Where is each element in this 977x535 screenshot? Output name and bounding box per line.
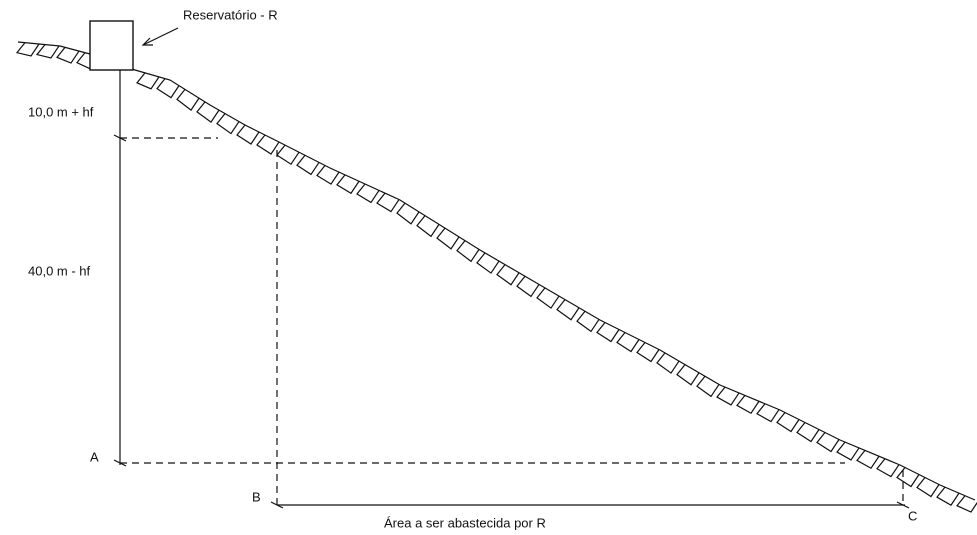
hatch-mark	[236, 124, 260, 145]
hatch-mark	[256, 134, 280, 155]
terrain-hatching	[15, 42, 977, 513]
hatch-mark	[736, 395, 760, 415]
hatch-mark	[836, 441, 860, 461]
reservoir-box	[89, 20, 134, 71]
hatch-mark	[876, 458, 900, 478]
arrow-head	[141, 37, 153, 46]
hatch-mark	[516, 275, 540, 298]
hatch-mark	[496, 264, 520, 286]
hatch-mark	[216, 113, 240, 135]
hatch-mark	[936, 486, 960, 506]
hatch-mark	[356, 183, 380, 204]
area-tick	[896, 501, 910, 509]
hatch-mark	[336, 174, 360, 195]
hatch-mark	[376, 192, 400, 213]
point-label: B	[252, 489, 261, 504]
hatch-mark	[676, 364, 700, 386]
hatch-mark	[456, 240, 480, 263]
hatch-mark	[616, 332, 640, 353]
point-label: A	[90, 449, 99, 464]
hatch-mark	[196, 101, 220, 123]
hatch-mark	[176, 89, 200, 111]
hatch-mark	[136, 72, 160, 90]
hatch-mark	[916, 477, 940, 498]
hatch-mark	[35, 44, 60, 59]
hatch-mark	[416, 215, 440, 238]
hatch-mark	[656, 352, 680, 374]
hatch-mark	[756, 403, 780, 423]
hatch-mark	[576, 310, 600, 333]
hatch-mark	[636, 342, 660, 363]
area-label: Área a ser abastecida por R	[384, 515, 546, 530]
point-label: C	[908, 508, 917, 523]
hatch-mark	[596, 322, 620, 343]
hatch-mark	[856, 450, 880, 470]
area-tick	[270, 501, 284, 509]
hatch-mark	[316, 165, 340, 185]
reservoir-arrow	[142, 27, 179, 46]
hatch-mark	[696, 375, 720, 398]
hatch-mark	[556, 299, 580, 321]
hatch-mark	[296, 154, 320, 176]
hatch-mark	[816, 432, 840, 453]
hatch-mark	[15, 42, 40, 57]
hatch-mark	[276, 144, 300, 166]
hatch-mark	[716, 386, 740, 406]
hatch-mark	[536, 287, 560, 309]
hatch-mark	[956, 495, 977, 513]
hatch-mark	[896, 467, 920, 488]
height-label: 40,0 m - hf	[28, 263, 91, 278]
hatch-mark	[396, 202, 420, 225]
hatch-mark	[436, 227, 460, 250]
hatch-mark	[476, 252, 500, 274]
reservoir-label: Reservatório - R	[183, 7, 278, 22]
hatch-mark	[796, 422, 820, 443]
hatch-mark	[776, 412, 800, 433]
terrain-line	[17, 41, 976, 501]
hatch-mark	[56, 46, 80, 64]
height-label: 10,0 m + hf	[28, 104, 94, 119]
hatch-mark	[156, 78, 180, 99]
